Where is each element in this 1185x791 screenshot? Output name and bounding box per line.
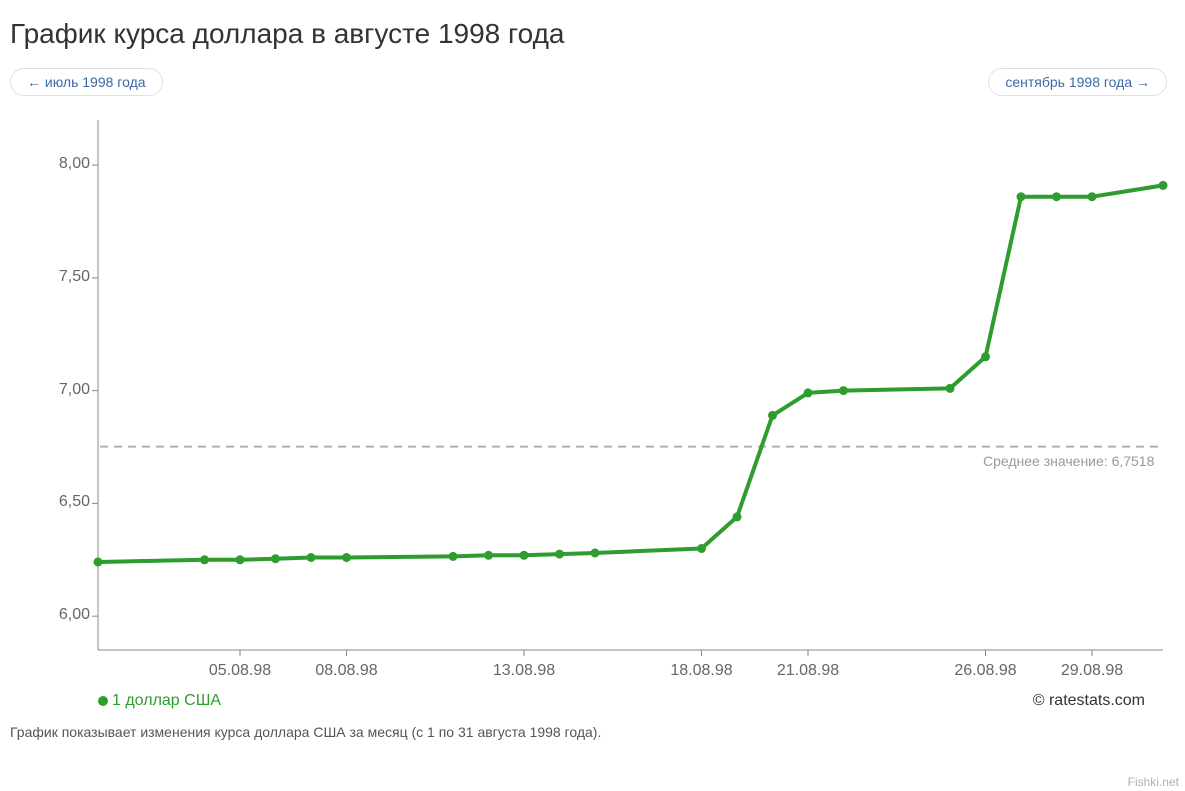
y-tick-label: 8,00 [30, 155, 90, 173]
chart-caption: График показывает изменения курса доллар… [10, 724, 601, 740]
legend-label: 1 доллар США [112, 692, 221, 709]
x-tick-label: 29.08.98 [1061, 662, 1123, 680]
x-tick-label: 21.08.98 [777, 662, 839, 680]
x-tick-label: 05.08.98 [209, 662, 271, 680]
average-label: Среднее значение: 6,7518 [983, 453, 1154, 469]
line-chart [10, 120, 1175, 690]
y-tick-label: 6,00 [30, 606, 90, 624]
prev-month-button[interactable]: ← июль 1998 года [10, 68, 163, 96]
x-tick-label: 13.08.98 [493, 662, 555, 680]
page-title: График курса доллара в августе 1998 года [0, 0, 1185, 50]
x-tick-label: 08.08.98 [315, 662, 377, 680]
y-tick-label: 7,00 [30, 381, 90, 399]
legend: 1 доллар США [98, 692, 221, 710]
legend-marker-icon [98, 696, 108, 706]
x-tick-label: 26.08.98 [954, 662, 1016, 680]
copyright-text: © ratestats.com [1033, 692, 1145, 710]
y-tick-label: 6,50 [30, 493, 90, 511]
month-nav: ← июль 1998 года сентябрь 1998 года → [0, 50, 1185, 110]
x-tick-label: 18.08.98 [670, 662, 732, 680]
chart-container: 6,00 6,50 7,00 7,50 8,00 05.08.98 08.08.98 13.… [10, 120, 1175, 720]
y-tick-label: 7,50 [30, 268, 90, 286]
watermark: Fishki.net [1128, 775, 1179, 789]
next-month-button[interactable]: сентябрь 1998 года → [988, 68, 1167, 96]
